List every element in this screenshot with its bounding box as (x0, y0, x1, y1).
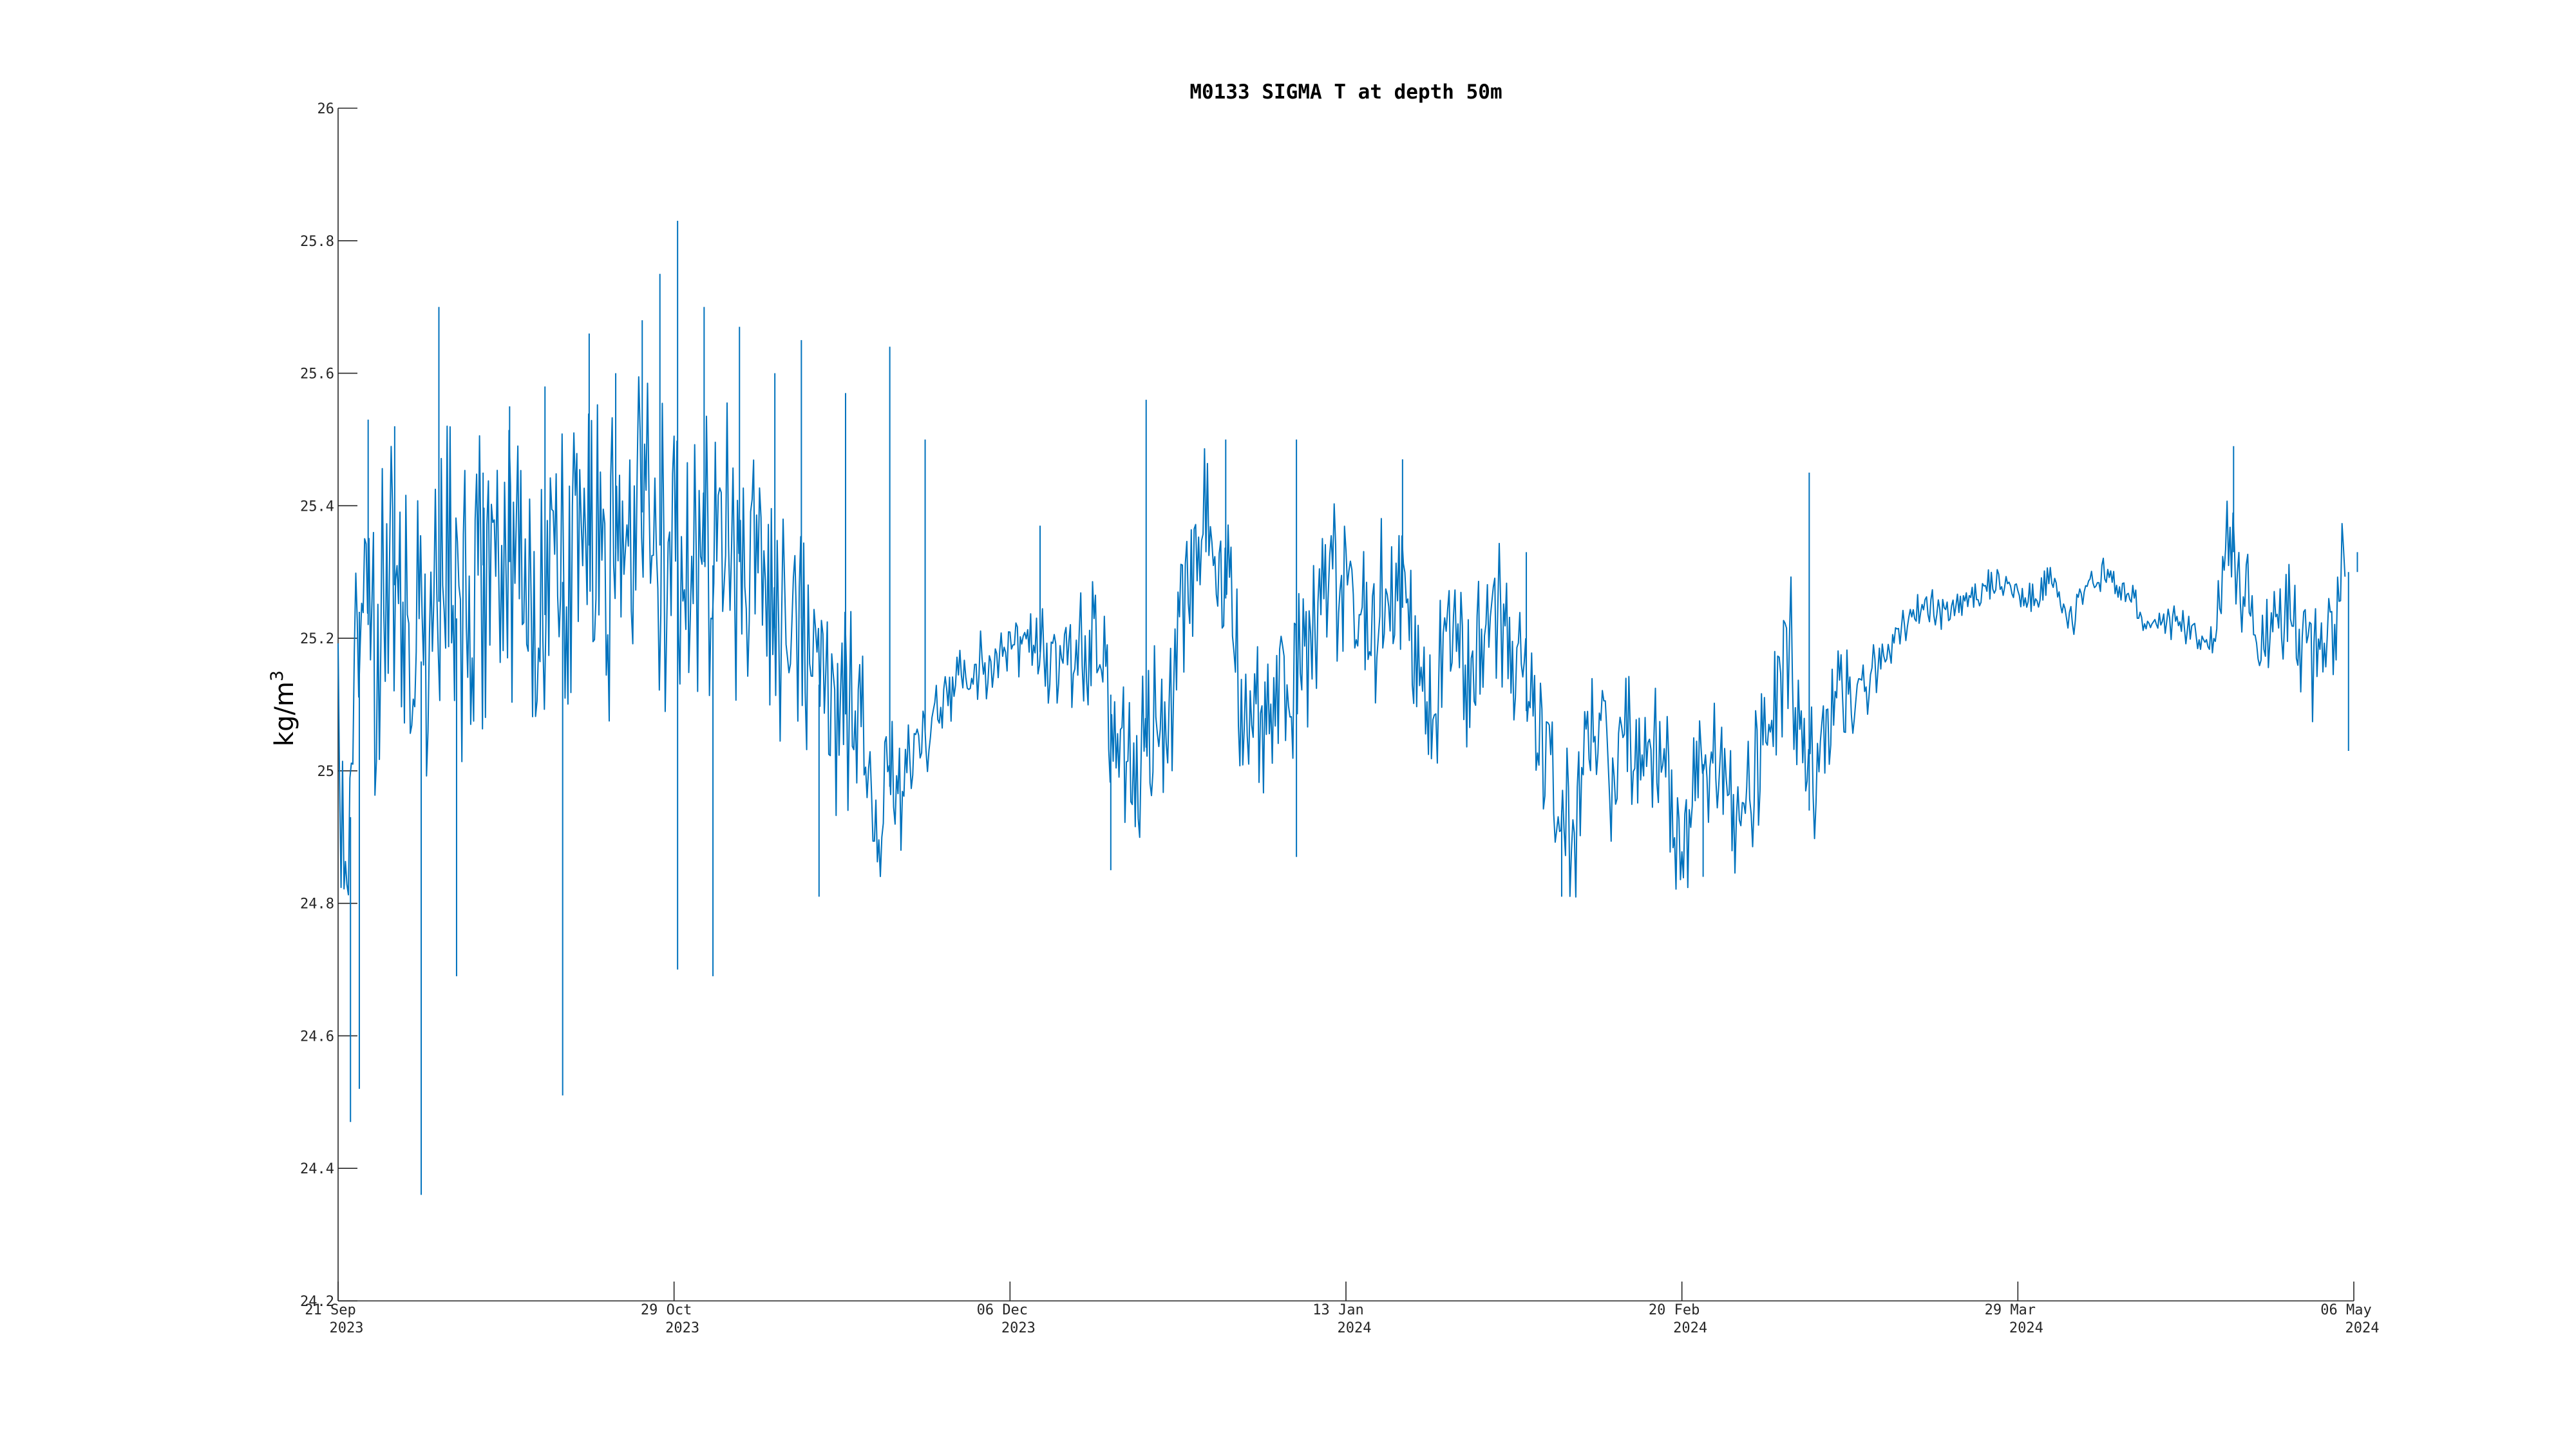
data-series (337, 220, 2358, 1195)
x-tick-label-day: 06 Dec (977, 1302, 1028, 1318)
y-tick-label: 25.4 (300, 498, 334, 515)
x-tick-label-year: 2024 (2009, 1320, 2043, 1336)
y-tick-label: 25 (317, 764, 335, 780)
y-tick-label: 25.6 (300, 366, 334, 383)
y-axis-label: kg/m3 (267, 670, 299, 746)
y-axis-label-superscript: 3 (267, 670, 287, 681)
y-axis-label-text: kg/m (270, 681, 299, 746)
x-tick-label-year: 2023 (330, 1320, 364, 1336)
x-tick-label-day: 29 Mar (1985, 1302, 2036, 1318)
x-tick-label-day: 20 Feb (1649, 1302, 1700, 1318)
x-tick-label-day: 21 Sep (305, 1302, 355, 1318)
y-tick-label: 25.8 (300, 234, 334, 250)
x-tick-label-day: 06 May (2320, 1302, 2371, 1318)
y-axis: 24.2 24.4 24.6 24.8 25 25.2 25.4 25.6 25.8 26 (300, 101, 357, 1310)
x-tick-label-year: 2024 (1338, 1320, 1372, 1336)
y-tick-label: 26 (317, 101, 335, 117)
y-tick-label: 24.6 (300, 1028, 334, 1045)
y-tick-label: 24.2 (300, 1294, 334, 1310)
y-tick-label: 24.4 (300, 1161, 334, 1177)
x-tick-label-year: 2023 (1001, 1320, 1036, 1336)
series-line (337, 376, 2346, 898)
y-tick-label: 25.2 (300, 631, 334, 647)
svg-text:kg/m3: kg/m3 (267, 670, 299, 746)
x-axis: 21 Sep 2023 29 Oct 2023 06 Dec 2023 13 Jan 2024… (305, 1282, 2379, 1336)
chart-title: M0133 SIGMA T at depth 50m (1189, 80, 1502, 104)
x-tick-label-year: 2023 (665, 1320, 699, 1336)
x-tick-label-day: 29 Oct (641, 1302, 692, 1318)
y-tick-label: 24.8 (300, 896, 334, 913)
x-tick-label-year: 2024 (1673, 1320, 1707, 1336)
x-tick-label-day: 13 Jan (1312, 1302, 1363, 1318)
x-tick-label-year: 2024 (2345, 1320, 2380, 1336)
